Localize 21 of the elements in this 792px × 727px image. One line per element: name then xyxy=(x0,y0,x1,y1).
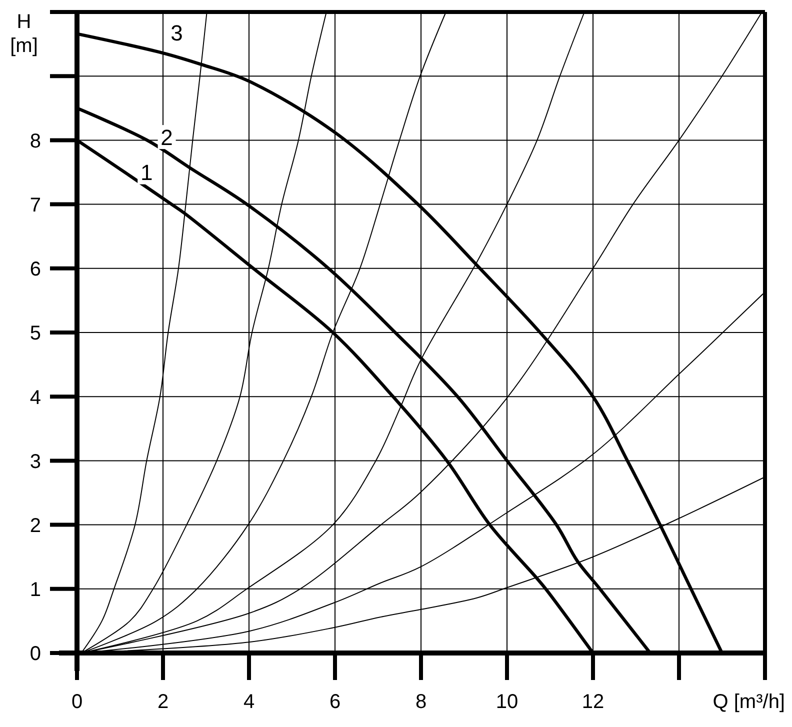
x-tick-label: 10 xyxy=(496,691,518,713)
series-label: 3 xyxy=(170,20,183,46)
y-tick-label: 8 xyxy=(30,130,41,152)
x-tick-label: 2 xyxy=(157,691,169,713)
x-tick-label: 4 xyxy=(243,691,255,713)
x-tick-label: 6 xyxy=(329,691,341,713)
y-tick-label: 5 xyxy=(30,322,41,345)
y-tick-label: 4 xyxy=(30,386,41,409)
series-label: 2 xyxy=(160,124,173,150)
series-label: 1 xyxy=(140,160,153,186)
x-tick-label: 0 xyxy=(71,691,83,713)
y-axis-title: H [m] xyxy=(10,11,38,57)
y-tick-label: 2 xyxy=(30,515,41,537)
y-tick-label: 3 xyxy=(30,450,41,473)
y-tick-label: 1 xyxy=(30,579,41,602)
y-tick-label: 0 xyxy=(30,643,41,666)
y-tick-label: 6 xyxy=(30,258,41,281)
x-tick-label: 8 xyxy=(415,691,427,713)
y-tick-label: 7 xyxy=(30,194,41,216)
x-axis-title: Q [m³/h] xyxy=(712,691,785,713)
x-tick-label: 12 xyxy=(582,691,604,713)
